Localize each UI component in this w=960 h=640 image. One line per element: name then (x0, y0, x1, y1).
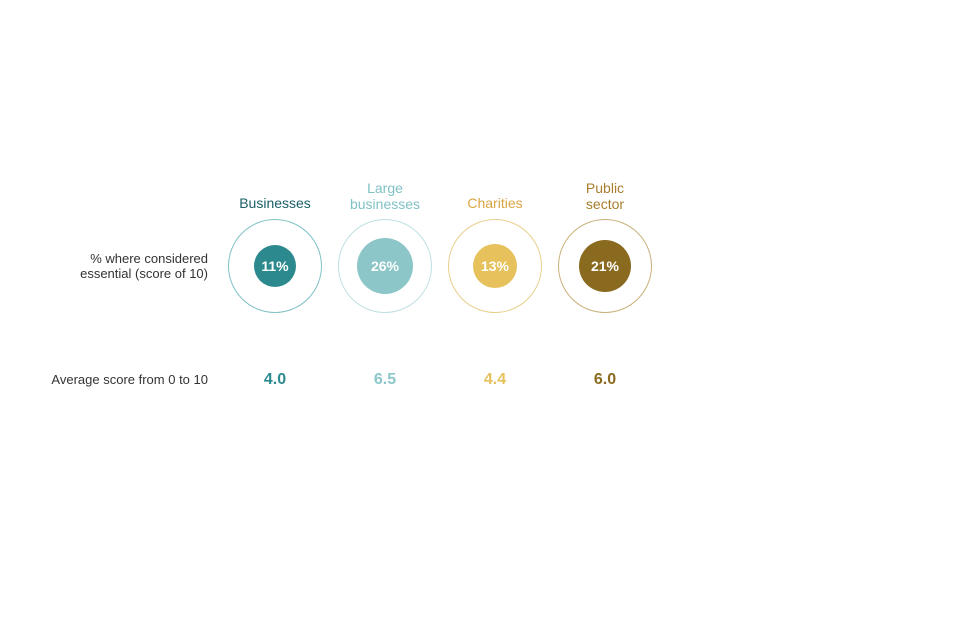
row-label-avg-score: Average score from 0 to 10 (51, 372, 220, 388)
donut-value-charities: 13% (473, 244, 517, 288)
column-label-large-businesses: Largebusinesses (350, 180, 420, 216)
score-large-businesses: 6.5 (374, 371, 396, 389)
donut-value-businesses: 11% (254, 245, 296, 287)
score-businesses: 4.0 (264, 371, 286, 389)
donut-charities: 13% (445, 216, 545, 316)
donut-large-businesses: 26% (335, 216, 435, 316)
column-label-businesses: Businesses (239, 181, 311, 215)
score-public-sector: 6.0 (594, 371, 616, 389)
donut-public-sector: 21% (555, 216, 655, 316)
row-label-essential: % where considered essential (score of 1… (50, 251, 220, 282)
donut-businesses: 11% (225, 216, 325, 316)
donut-value-large-businesses: 26% (357, 238, 413, 294)
column-label-charities: Charities (467, 181, 522, 215)
donut-value-public-sector: 21% (579, 240, 631, 292)
essential-score-chart: Businesses Largebusinesses Charities Public… (50, 180, 750, 389)
score-charities: 4.4 (484, 371, 506, 389)
column-label-public-sector: Publicsector (586, 180, 624, 216)
